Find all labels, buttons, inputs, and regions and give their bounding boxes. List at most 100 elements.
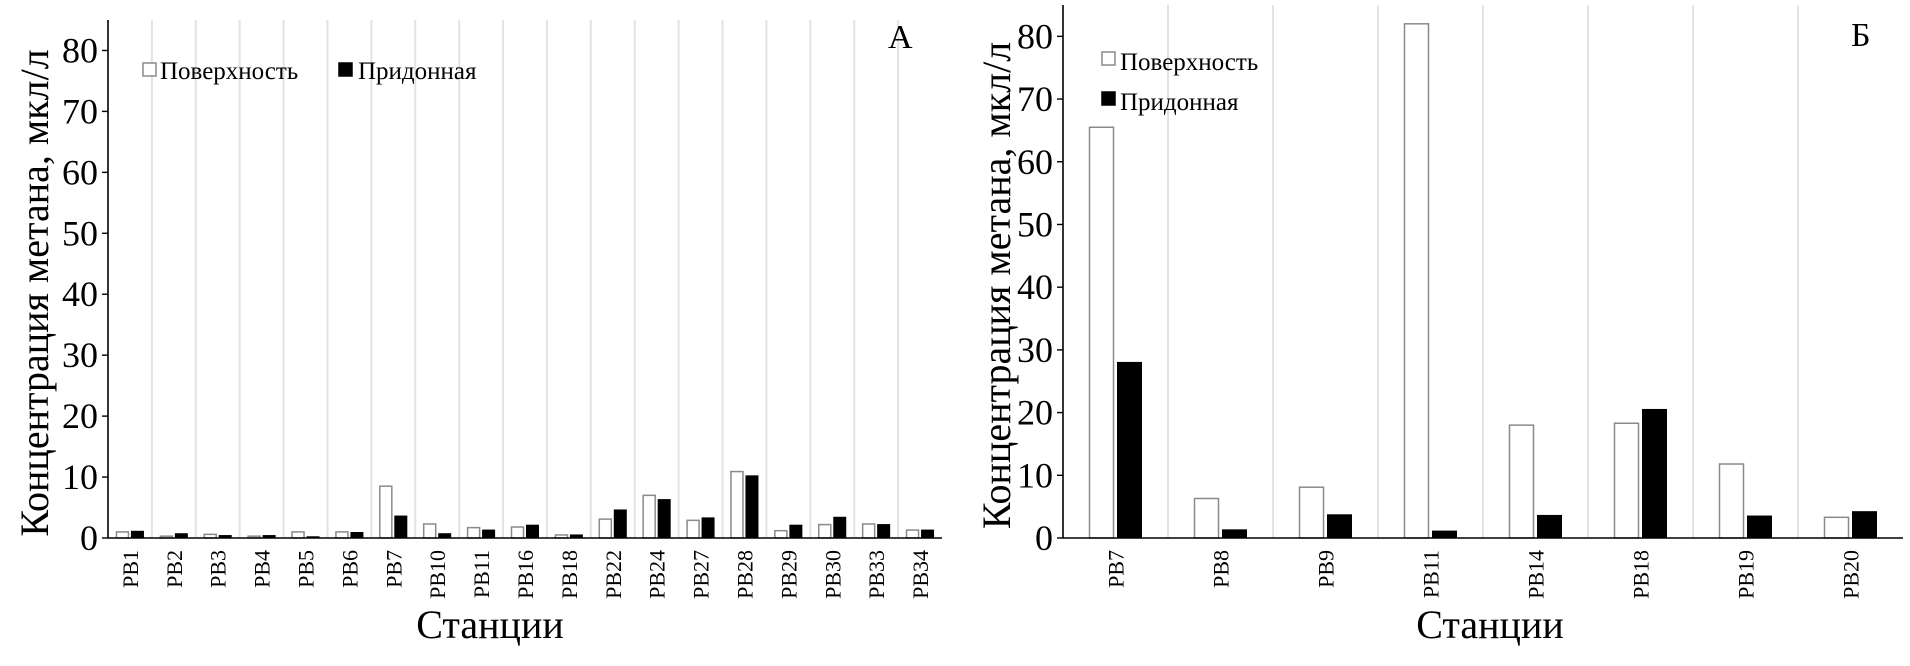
bar-surface-pb7 xyxy=(1088,126,1115,539)
bar-surface-pb28 xyxy=(730,470,744,539)
y-tick-label: 60 xyxy=(1017,142,1053,182)
bar-surface-pb18 xyxy=(1613,422,1640,539)
x-tick-label: PB11 xyxy=(469,550,494,598)
bar-surface-pb10 xyxy=(422,523,437,539)
y-axis-title: Концентрация метана, мкл/л xyxy=(974,42,1019,529)
bar-bottom-pb33 xyxy=(877,524,891,539)
bar-surface-pb6 xyxy=(335,531,349,539)
bar-bottom-pb11 xyxy=(482,529,496,539)
bar-bottom-pb7 xyxy=(394,515,408,539)
legend: Поверхность Придонная xyxy=(142,58,477,85)
x-tick-label: PB28 xyxy=(732,550,757,599)
x-axis-title: Станции xyxy=(416,602,564,647)
bar-bottom-pb29 xyxy=(789,524,803,539)
bar-bottom-pb14 xyxy=(1537,514,1562,539)
bar-bottom-pb19 xyxy=(1747,515,1772,539)
x-tick-label: PB8 xyxy=(1209,550,1234,588)
y-tick-label: 20 xyxy=(62,396,98,436)
panel-letter: Б xyxy=(1851,17,1871,54)
bar-surface-pb11 xyxy=(1403,23,1430,539)
legend-swatch-surface xyxy=(142,62,157,77)
x-axis-title: Станции xyxy=(1416,602,1564,647)
x-tick-label: PB18 xyxy=(557,550,582,599)
legend-swatch-surface xyxy=(1101,51,1116,66)
x-tick-label: PB6 xyxy=(337,550,362,588)
bar-bottom-pb11 xyxy=(1432,530,1457,539)
bar-surface-pb30 xyxy=(818,523,832,539)
bar-bottom-pb7 xyxy=(1117,361,1142,539)
bar-bottom-pb34 xyxy=(921,529,935,539)
bar-bottom-pb30 xyxy=(833,516,847,539)
x-tick-label: PB34 xyxy=(908,550,933,599)
bar-bottom-pb18 xyxy=(1642,408,1667,539)
bar-bottom-pb22 xyxy=(613,509,627,539)
legend-label-bottom: Придонная xyxy=(1120,89,1239,116)
bar-surface-pb7 xyxy=(379,485,393,539)
bar-surface-pb22 xyxy=(598,518,613,539)
y-tick-label: 40 xyxy=(1017,267,1053,307)
bar-surface-pb33 xyxy=(861,523,876,539)
bar-bottom-pb28 xyxy=(745,475,759,539)
y-tick-label: 10 xyxy=(62,457,98,497)
legend-swatch-bottom xyxy=(338,62,353,77)
x-tick-label: PB27 xyxy=(689,550,714,599)
bar-surface-pb19 xyxy=(1718,463,1745,539)
bar-surface-pb29 xyxy=(774,529,788,539)
x-tick-label: PB33 xyxy=(864,550,889,599)
x-tick-label: PB24 xyxy=(645,550,670,599)
x-tick-label: PB10 xyxy=(425,550,450,599)
bar-bottom-pb6 xyxy=(350,532,364,539)
x-tick-label: PB9 xyxy=(1314,550,1339,588)
panel-letter: А xyxy=(888,19,913,56)
bar-surface-pb24 xyxy=(642,494,656,539)
y-axis-title: Концентрация метана, мкл/л xyxy=(12,49,57,536)
y-tick-label: 40 xyxy=(62,274,98,314)
bar-bottom-pb8 xyxy=(1222,529,1247,539)
bar-surface-pb14 xyxy=(1508,424,1535,539)
bar-surface-pb27 xyxy=(686,519,700,539)
x-tick-label: PB7 xyxy=(381,550,406,588)
legend: Поверхность Придонная xyxy=(1101,49,1258,116)
legend-label-bottom: Придонная xyxy=(358,58,477,85)
legend-label-surface: Поверхность xyxy=(160,58,298,85)
bar-bottom-pb1 xyxy=(130,530,144,539)
x-tick-label: PB22 xyxy=(601,550,626,599)
bar-surface-pb5 xyxy=(291,531,305,539)
bar-surface-pb20 xyxy=(1823,516,1850,539)
bar-bottom-pb9 xyxy=(1327,514,1352,539)
x-tick-label: PB16 xyxy=(513,550,538,599)
x-tick-label: PB11 xyxy=(1419,550,1444,598)
legend-label-surface: Поверхность xyxy=(1120,49,1258,76)
y-tick-label: 70 xyxy=(1017,79,1053,119)
bar-surface-pb34 xyxy=(905,529,920,539)
y-tick-label: 10 xyxy=(1017,455,1053,495)
x-tick-label: PB20 xyxy=(1839,550,1864,599)
y-tick-label: 50 xyxy=(62,213,98,253)
bar-bottom-pb27 xyxy=(701,517,715,539)
y-tick-label: 50 xyxy=(1017,204,1053,244)
x-tick-label: PB4 xyxy=(250,550,275,588)
y-tick-label: 0 xyxy=(80,518,98,558)
y-tick-label: 0 xyxy=(1035,518,1053,558)
x-tick-label: PB18 xyxy=(1629,550,1654,599)
x-tick-label: PB29 xyxy=(776,550,801,599)
x-tick-label: PB30 xyxy=(820,550,845,599)
x-tick-label: PB14 xyxy=(1524,550,1549,599)
x-tick-label: PB7 xyxy=(1104,550,1129,588)
y-tick-label: 80 xyxy=(62,30,98,70)
x-tick-label: PB19 xyxy=(1734,550,1759,599)
y-tick-label: 20 xyxy=(1017,393,1053,433)
bar-surface-pb9 xyxy=(1298,486,1325,539)
bar-surface-pb11 xyxy=(466,526,481,539)
y-tick-label: 30 xyxy=(62,335,98,375)
legend-swatch-bottom xyxy=(1101,91,1116,106)
bar-surface-pb1 xyxy=(115,531,130,539)
chart-panel-a: PB1 PB2 PB3 PB4 PB5 PB6 PB7 PB10 PB11 PB16 PB18 PB2… xyxy=(12,19,942,647)
y-tick-label: 70 xyxy=(62,91,98,131)
bar-bottom-pb20 xyxy=(1852,511,1877,539)
chart-panel-b: PB7 PB8 PB9 PB11 PB14 PB18 PB19 PB20 0 10 20 30 40 50… xyxy=(974,5,1903,647)
x-tick-label: PB1 xyxy=(118,550,143,588)
y-tick-label: 60 xyxy=(62,152,98,192)
bar-surface-pb8 xyxy=(1193,497,1220,539)
